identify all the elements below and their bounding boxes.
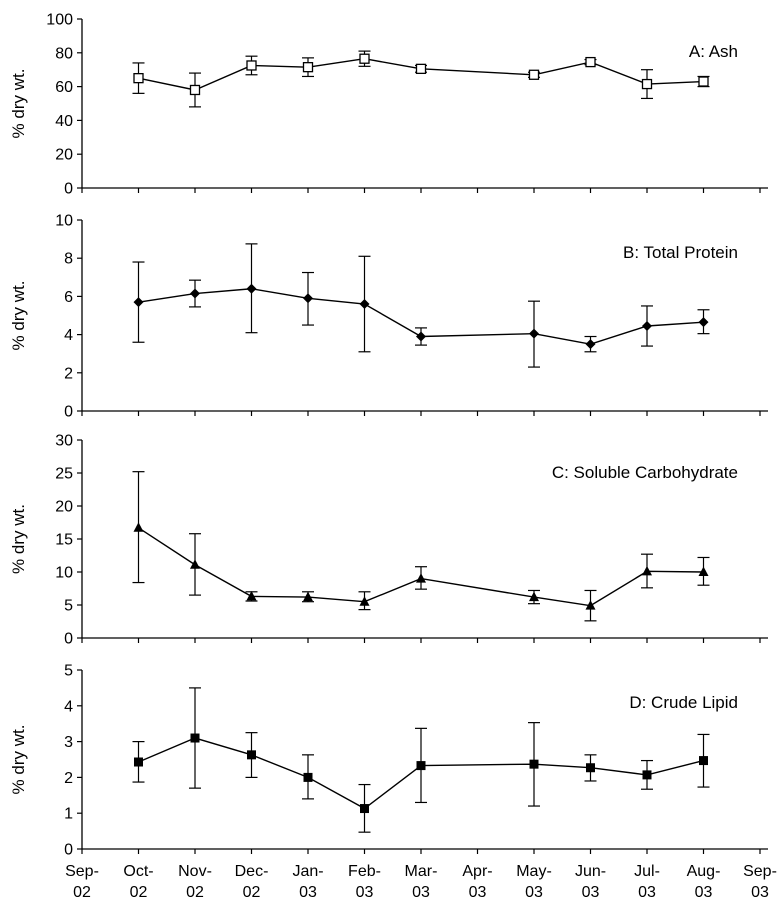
y-tick-label: 4 <box>64 327 73 344</box>
y-tick-label: 6 <box>64 289 73 306</box>
data-point <box>586 763 595 773</box>
y-tick-label: 15 <box>55 532 73 549</box>
y-tick-label: 2 <box>64 365 73 382</box>
y-tick-label: 3 <box>64 734 73 751</box>
x-tick-label: May-03 <box>516 863 552 901</box>
y-tick-label: 8 <box>64 251 73 268</box>
data-point <box>529 759 539 769</box>
x-tick-label: Dec-02 <box>235 863 269 901</box>
data-point <box>134 757 143 767</box>
panel-label: D: Crude Lipid <box>629 693 738 712</box>
data-point <box>247 750 256 760</box>
y-tick-label: 0 <box>64 631 73 648</box>
y-tick-label: 1 <box>64 806 73 823</box>
x-tick-label: Aug-03 <box>687 863 721 901</box>
y-axis-label: % dry wt. <box>9 69 28 139</box>
data-point <box>585 600 596 610</box>
data-point <box>698 76 709 87</box>
data-point <box>529 591 539 602</box>
y-axis-label: % dry wt. <box>9 281 28 351</box>
y-tick-label: 0 <box>64 404 73 421</box>
y-tick-label: 10 <box>55 213 73 230</box>
data-point <box>190 288 200 299</box>
data-point <box>416 331 426 342</box>
y-axis-label: % dry wt. <box>9 725 28 795</box>
y-tick-label: 5 <box>64 663 73 680</box>
data-point <box>133 297 144 308</box>
data-point <box>302 62 314 73</box>
data-point <box>698 566 709 576</box>
data-point <box>642 770 652 780</box>
x-tick-label: Jun-03 <box>575 863 606 901</box>
data-point <box>642 565 652 576</box>
series-line <box>138 288 704 345</box>
x-tick-label: Oct-02 <box>123 863 153 901</box>
y-tick-label: 40 <box>55 113 73 130</box>
y-tick-label: 100 <box>46 12 73 29</box>
y-tick-label: 0 <box>64 181 73 198</box>
data-point <box>360 804 369 814</box>
data-point <box>359 53 370 64</box>
panel-3: 0 1 2 3 4 5 % dry wt. D: Crude Lipid <box>9 663 768 859</box>
data-point <box>699 756 708 766</box>
panel-label: A: Ash <box>689 42 738 61</box>
data-point <box>416 573 426 583</box>
x-tick-label: Sep-02 <box>65 863 99 901</box>
y-tick-label: 0 <box>64 842 73 859</box>
y-tick-label: 30 <box>55 433 73 450</box>
data-point <box>303 772 313 782</box>
y-axis-label: % dry wt. <box>9 504 28 574</box>
data-point <box>246 60 257 71</box>
panel-2: 0 5 10 15 20 25 30 % dry wt. C: Soluble Carbohyd… <box>9 433 768 648</box>
data-point <box>303 293 313 304</box>
data-point <box>190 559 200 569</box>
data-point <box>415 63 427 75</box>
data-point <box>133 522 144 532</box>
data-point <box>133 73 144 84</box>
data-point <box>585 339 596 350</box>
panel-label: B: Total Protein <box>623 243 738 262</box>
x-tick-label: Mar-03 <box>405 863 438 901</box>
panel-label: C: Soluble Carbohydrate <box>552 463 738 482</box>
x-tick-label: Jul-03 <box>634 863 660 901</box>
y-tick-label: 80 <box>55 45 73 62</box>
series-line <box>138 58 704 91</box>
data-point <box>359 596 370 606</box>
y-tick-label: 4 <box>64 698 73 715</box>
panel-1: 0 2 4 6 8 10 % dry wt. B: Total Protein <box>9 213 768 421</box>
y-tick-label: 20 <box>55 147 73 164</box>
data-point <box>641 78 653 90</box>
series-line <box>138 527 704 607</box>
y-tick-label: 20 <box>55 499 73 516</box>
x-tick-label: Apr-03 <box>462 863 492 901</box>
x-tick-label: Sep-03 <box>743 863 777 901</box>
x-tick-label: Feb-03 <box>348 863 381 901</box>
data-point <box>189 84 201 96</box>
data-point <box>246 590 257 601</box>
data-point <box>359 299 370 310</box>
panel-0: 0 20 40 60 80 100 % dry wt. A: Ash <box>9 12 768 198</box>
data-point <box>585 56 596 68</box>
x-tick-label: Jan-03 <box>292 863 323 901</box>
data-point <box>303 591 313 602</box>
data-point <box>246 283 257 294</box>
x-tick-label: Nov-02 <box>178 863 212 901</box>
y-tick-label: 25 <box>55 466 73 483</box>
data-point <box>190 733 200 743</box>
y-tick-label: 5 <box>64 598 73 615</box>
y-tick-label: 60 <box>55 79 73 96</box>
data-point <box>416 761 426 771</box>
data-point <box>528 69 540 80</box>
series-line <box>138 737 704 810</box>
data-point <box>529 328 539 339</box>
y-tick-label: 10 <box>55 565 73 582</box>
data-point <box>698 317 709 328</box>
y-tick-label: 2 <box>64 770 73 787</box>
data-point <box>642 321 652 332</box>
